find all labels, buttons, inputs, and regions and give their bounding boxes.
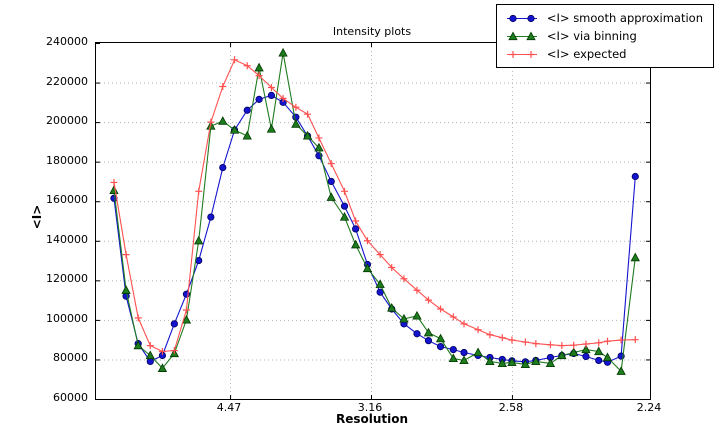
x-tick-label: 4.47 — [216, 401, 242, 414]
y-tick-label: 180000 — [46, 153, 88, 167]
x-tick-label: 2.58 — [498, 401, 524, 414]
series-smooth-approximation — [110, 91, 639, 366]
legend-marker-expected-icon — [506, 50, 537, 58]
gridlines — [96, 43, 650, 399]
axis-ticks — [96, 43, 650, 399]
legend-entry: <I> smooth approximation — [504, 10, 703, 26]
x-tick-label: 3.16 — [357, 401, 383, 414]
legend-entry: <I> via binning — [504, 28, 703, 44]
legend-marker-via-binning-icon — [506, 30, 537, 40]
y-tick-label: 60000 — [53, 391, 88, 404]
legend-label: <I> expected — [546, 47, 627, 61]
y-tick-label: 240000 — [46, 35, 88, 48]
legend-label: <I> via binning — [546, 29, 637, 43]
y-tick-label: 120000 — [46, 272, 88, 286]
series-expected — [110, 56, 639, 356]
y-tick-label: 200000 — [46, 114, 88, 128]
y-tick-label: 100000 — [46, 311, 88, 325]
y-tick-label: 220000 — [46, 74, 88, 88]
x-tick-label: 2.24 — [636, 401, 662, 414]
legend-marker-smooth-approximation-icon — [506, 14, 537, 22]
x-axis-label: Resolution — [335, 412, 409, 426]
y-tick-label: 140000 — [46, 232, 88, 246]
y-tick-label: 160000 — [46, 193, 88, 207]
plot-area — [95, 42, 651, 400]
y-axis-label: <I> — [30, 204, 44, 230]
legend: <I> smooth approximation <I> via binning… — [495, 4, 714, 68]
chart-svg — [96, 43, 650, 399]
plot-title: Intensity plots — [332, 25, 412, 38]
series-via-binning — [109, 47, 640, 375]
legend-label: <I> smooth approximation — [546, 11, 703, 25]
y-tick-label: 80000 — [53, 351, 88, 365]
legend-entry: <I> expected — [504, 46, 703, 62]
